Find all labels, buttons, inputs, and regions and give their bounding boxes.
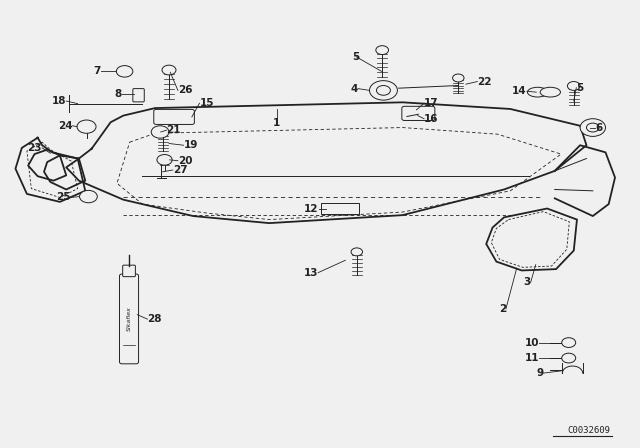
FancyBboxPatch shape [321, 203, 359, 214]
FancyBboxPatch shape [120, 274, 138, 364]
Text: 5: 5 [353, 52, 360, 62]
Text: 20: 20 [178, 156, 193, 166]
Text: 6: 6 [595, 123, 603, 133]
Circle shape [369, 81, 397, 100]
Text: 4: 4 [351, 84, 358, 94]
Text: 2: 2 [499, 304, 506, 314]
Circle shape [562, 353, 576, 363]
Text: 9: 9 [536, 368, 543, 378]
Circle shape [586, 123, 599, 132]
Text: 10: 10 [524, 338, 539, 348]
Text: 23: 23 [28, 143, 42, 153]
Text: 26: 26 [178, 86, 193, 95]
Circle shape [562, 338, 576, 348]
Circle shape [580, 119, 605, 136]
Text: 17: 17 [424, 98, 438, 108]
Circle shape [452, 74, 464, 82]
Text: 16: 16 [424, 114, 438, 124]
Text: 27: 27 [173, 165, 188, 175]
Ellipse shape [527, 87, 548, 97]
Text: 11: 11 [524, 353, 539, 363]
Polygon shape [486, 208, 577, 271]
Circle shape [162, 65, 176, 75]
Circle shape [77, 120, 96, 134]
Circle shape [151, 126, 169, 138]
Text: 22: 22 [477, 77, 492, 86]
Circle shape [376, 46, 388, 55]
FancyBboxPatch shape [402, 106, 435, 121]
Circle shape [351, 248, 362, 256]
FancyBboxPatch shape [154, 109, 195, 125]
Text: 25: 25 [56, 193, 70, 202]
Text: 5: 5 [576, 83, 584, 93]
Circle shape [116, 65, 133, 77]
Text: 1: 1 [273, 118, 280, 128]
Text: 21: 21 [166, 125, 181, 135]
Text: 24: 24 [58, 121, 72, 131]
Text: 12: 12 [304, 204, 319, 214]
Text: 8: 8 [115, 89, 122, 99]
FancyBboxPatch shape [133, 89, 144, 102]
Ellipse shape [540, 87, 561, 97]
Text: 14: 14 [512, 86, 527, 96]
Circle shape [79, 190, 97, 203]
Circle shape [376, 86, 390, 95]
Text: 13: 13 [303, 267, 318, 278]
FancyBboxPatch shape [123, 265, 136, 277]
Circle shape [568, 82, 580, 90]
Text: 28: 28 [147, 314, 162, 324]
Text: 15: 15 [200, 98, 214, 108]
Text: 3: 3 [524, 277, 531, 288]
Text: C0032609: C0032609 [568, 426, 611, 435]
Text: 19: 19 [184, 140, 198, 150]
Text: 7: 7 [93, 66, 101, 76]
Text: Sikaflex: Sikaflex [127, 306, 132, 332]
Text: 18: 18 [52, 96, 66, 106]
Circle shape [157, 155, 172, 165]
